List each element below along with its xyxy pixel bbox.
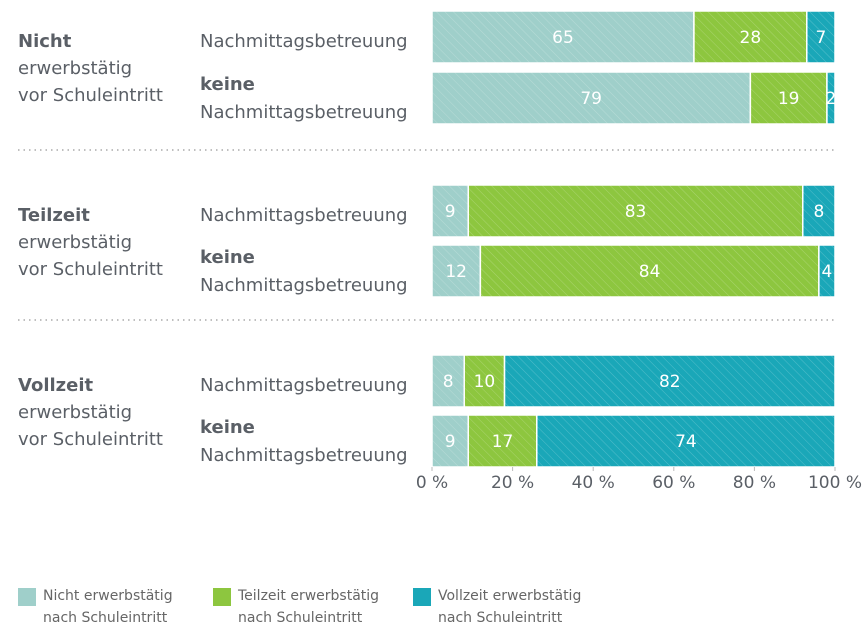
- x-tick-label: 0 %: [416, 473, 448, 493]
- value-label: 65: [552, 28, 574, 48]
- bar-segment: [431, 244, 482, 298]
- value-label: 84: [639, 262, 661, 282]
- legend-label: Teilzeit erwerbstätig nach Schuleintritt: [238, 588, 380, 626]
- value-label: 8: [813, 202, 824, 222]
- x-tick-label: 20 %: [491, 473, 534, 493]
- legend-swatch: [213, 588, 231, 606]
- value-label: 19: [778, 89, 800, 109]
- group-line: vor Schuleintritt: [18, 85, 163, 106]
- row-label: Nachmittagsbetreuung: [200, 275, 408, 296]
- bar-segment: [536, 414, 836, 468]
- group-line: erwerbstätig: [18, 232, 132, 253]
- value-label: 4: [822, 262, 833, 282]
- x-tick-label: 100 %: [808, 473, 862, 493]
- x-tick-label: 80 %: [733, 473, 776, 493]
- row-label: Nachmittagsbetreuung: [200, 445, 408, 466]
- bar-segment: [431, 414, 470, 468]
- value-label: 82: [659, 372, 681, 392]
- value-label: 7: [815, 28, 826, 48]
- bar-segment: [818, 244, 836, 298]
- bar-segment: [431, 71, 752, 125]
- value-label: 28: [740, 28, 762, 48]
- group-name: Vollzeit: [18, 375, 94, 396]
- group-name: Nicht: [18, 31, 72, 52]
- x-tick-label: 60 %: [652, 473, 695, 493]
- value-label: 74: [675, 432, 697, 452]
- value-label: 79: [580, 89, 602, 109]
- bar-segment: [802, 184, 836, 238]
- value-label: 2: [826, 89, 837, 109]
- bar-segment: [806, 10, 836, 64]
- value-label: 12: [445, 262, 467, 282]
- row-label: keine: [200, 417, 255, 438]
- row-label: Nachmittagsbetreuung: [200, 31, 408, 52]
- value-label: 17: [492, 432, 514, 452]
- value-label: 9: [445, 202, 456, 222]
- bar-segment: [503, 354, 836, 408]
- legend-swatch: [18, 588, 36, 606]
- bar-segment: [826, 71, 836, 125]
- x-tick-label: 40 %: [572, 473, 615, 493]
- chart: Nicht erwerbstätig vor Schuleintritt Teilze…: [18, 10, 862, 493]
- value-label: 10: [474, 372, 496, 392]
- bar-segment: [467, 184, 804, 238]
- legend-label: Nicht erwerbstätig nach Schuleintritt: [43, 588, 173, 626]
- group-line: vor Schuleintritt: [18, 259, 163, 280]
- group-name: Teilzeit: [18, 205, 90, 226]
- group-line: vor Schuleintritt: [18, 429, 163, 450]
- bar-segment: [463, 354, 506, 408]
- legend-swatch: [413, 588, 431, 606]
- value-label: 8: [443, 372, 454, 392]
- bar-segment: [467, 414, 538, 468]
- group-line: erwerbstätig: [18, 58, 132, 79]
- row-label: Nachmittagsbetreuung: [200, 205, 408, 226]
- group-line: erwerbstätig: [18, 402, 132, 423]
- value-label: 9: [445, 432, 456, 452]
- row-label: Nachmittagsbetreuung: [200, 102, 408, 123]
- legend-label: Vollzeit erwerbstätig nach Schuleintritt: [438, 588, 582, 626]
- bar-segment: [431, 184, 470, 238]
- bar-segment: [693, 10, 808, 64]
- bar-segment: [431, 10, 695, 64]
- row-label: keine: [200, 247, 255, 268]
- value-label: 83: [625, 202, 647, 222]
- row-label: keine: [200, 74, 255, 95]
- row-label: Nachmittagsbetreuung: [200, 375, 408, 396]
